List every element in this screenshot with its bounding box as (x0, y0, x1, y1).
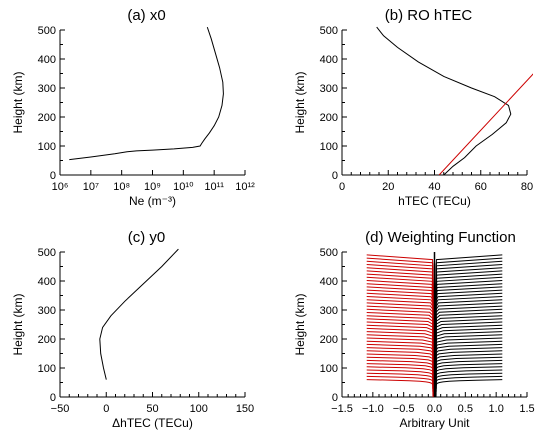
series-line-1 (376, 26, 512, 175)
series-line-2 (438, 73, 533, 175)
y-tick-label: 100 (38, 363, 56, 375)
x-tick-label: 0 (103, 403, 109, 415)
y-tick-label: 400 (320, 54, 338, 66)
y-tick-label: 300 (38, 305, 56, 317)
panel-title: (b) RO hTEC (385, 7, 473, 24)
x-tick-label: −0.5 (393, 403, 415, 415)
x-tick-label: 10⁶ (52, 181, 69, 193)
panel-4: 0 100 200 300 400 500 −1.5 −1.0 −0.5 0.0 0.5 1.0 1.5… (293, 229, 535, 430)
y-tick-label: 0 (50, 392, 56, 404)
plot-area (69, 26, 224, 161)
x-axis-title: hTEC (TECu) (398, 194, 471, 208)
x-tick-label: 10⁹ (144, 181, 161, 193)
panel-title: (a) x0 (127, 7, 165, 24)
x-tick-label: 10⁷ (83, 181, 99, 193)
plot-area (376, 26, 533, 175)
y-tick-label: 400 (38, 54, 56, 66)
x-tick-label: 10¹² (235, 181, 255, 193)
x-tick-label: 40 (428, 181, 440, 193)
x-tick-label: 60 (475, 181, 487, 193)
plot-area (99, 248, 179, 380)
x-tick-label: −50 (51, 403, 70, 415)
y-tick-label: 300 (320, 83, 338, 95)
y-tick-label: 0 (332, 170, 338, 182)
x-tick-label: 0 (339, 181, 345, 193)
series-line-1 (99, 248, 179, 380)
y-axis-title: Height (km) (293, 71, 307, 133)
y-axis-title: Height (km) (11, 71, 25, 133)
y-tick-label: 500 (38, 247, 56, 259)
y-axis-title: Height (km) (11, 293, 25, 355)
y-tick-label: 500 (320, 25, 338, 37)
x-tick-label: 20 (382, 181, 394, 193)
weighting-curve-positive (435, 379, 503, 397)
panel-1: 0 100 200 300 400 500 10⁶ 10⁷ 10⁸ 10⁹ 10¹⁰ 10¹¹ 10¹²… (11, 7, 255, 208)
x-tick-label: 10¹⁰ (173, 181, 194, 193)
y-tick-label: 500 (38, 25, 56, 37)
y-tick-label: 100 (320, 363, 338, 375)
x-tick-label: −1.5 (331, 403, 353, 415)
y-tick-label: 200 (320, 334, 338, 346)
y-tick-label: 100 (38, 141, 56, 153)
x-tick-label: 10⁸ (113, 181, 130, 193)
y-tick-label: 0 (332, 392, 338, 404)
y-tick-label: 400 (320, 276, 338, 288)
panel-2: 0 100 200 300 400 500 0 20 40 60 80 (b) RO hTEC hTEC… (293, 7, 533, 208)
panel-title: (d) Weighting Function (365, 229, 516, 246)
x-axis-title: ΔhTEC (TECu) (112, 416, 193, 430)
x-tick-label: 0.0 (427, 403, 442, 415)
y-axis-title: Height (km) (293, 293, 307, 355)
series-line-1 (69, 26, 224, 161)
x-tick-label: 50 (146, 403, 158, 415)
panel-title: (c) y0 (128, 229, 166, 246)
x-tick-label: 1.0 (489, 403, 504, 415)
x-axis-title: Ne (m⁻³) (129, 194, 176, 208)
x-tick-label: 10¹¹ (204, 181, 224, 193)
x-tick-label: 1.5 (519, 403, 534, 415)
y-tick-label: 0 (50, 170, 56, 182)
y-tick-label: 300 (320, 305, 338, 317)
y-tick-label: 200 (38, 334, 56, 346)
y-tick-label: 100 (320, 141, 338, 153)
x-axis-title: Arbitrary Unit (399, 416, 470, 430)
x-tick-label: 150 (236, 403, 254, 415)
y-tick-label: 300 (38, 83, 56, 95)
weighting-curve-negative (366, 379, 434, 397)
x-tick-label: 0.5 (458, 403, 473, 415)
y-tick-label: 200 (320, 112, 338, 124)
plot-area (366, 252, 503, 397)
x-tick-label: −1.0 (362, 403, 384, 415)
y-tick-label: 200 (38, 112, 56, 124)
y-tick-label: 400 (38, 276, 56, 288)
x-tick-label: 80 (521, 181, 533, 193)
x-tick-label: 100 (190, 403, 208, 415)
y-tick-label: 500 (320, 247, 338, 259)
